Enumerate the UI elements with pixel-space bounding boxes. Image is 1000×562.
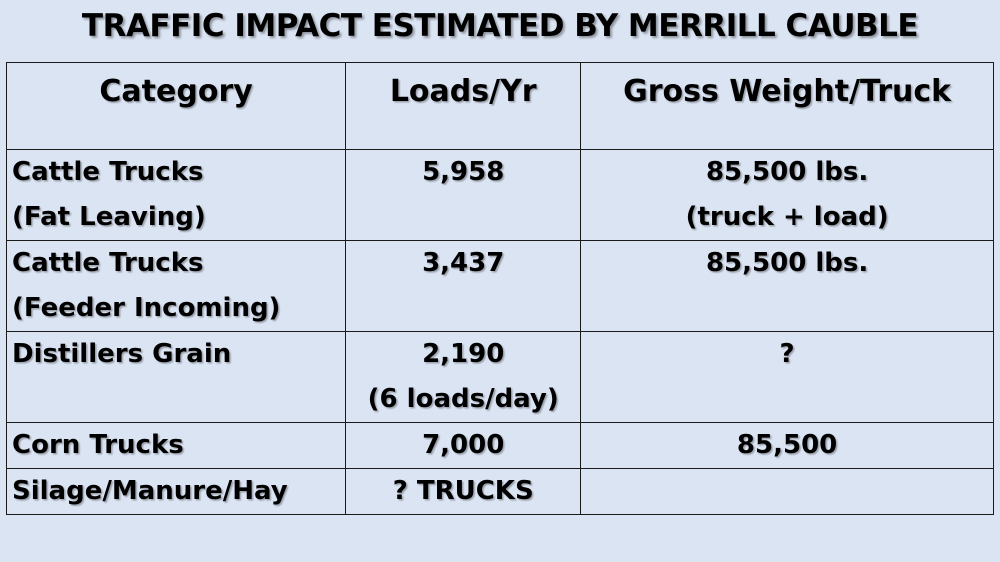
weight-cell [580, 468, 994, 515]
category-cell: Silage/Manure/Hay [5, 468, 347, 515]
category-text: Cattle Trucks [12, 248, 204, 278]
weight-value: 85,500 lbs. [705, 248, 869, 278]
category-cell: Cattle Trucks (Fat Leaving) [5, 149, 347, 241]
weight-value: ? [779, 339, 795, 369]
loads-cell: 5,958 [345, 149, 582, 241]
category-subtext: (Fat Leaving) [12, 202, 206, 232]
weight-note: (truck + load) [685, 202, 889, 232]
loads-value: ? TRUCKS [392, 476, 534, 506]
table-row: Cattle Trucks (Feeder Incoming) 3,437 85… [5, 240, 994, 332]
category-cell: Distillers Grain [5, 331, 347, 423]
table-header-row: Category Loads/Yr Gross Weight/Truck [5, 62, 994, 150]
loads-cell: 2,190 (6 loads/day) [345, 331, 582, 423]
header-category: Category [5, 62, 347, 150]
category-text: Cattle Trucks [12, 157, 204, 187]
loads-cell: ? TRUCKS [345, 468, 582, 515]
weight-cell: ? [580, 331, 994, 423]
weight-value: 85,500 [736, 430, 838, 460]
loads-value: 3,437 [422, 248, 505, 278]
traffic-impact-table: Category Loads/Yr Gross Weight/Truck Cat… [5, 62, 994, 515]
loads-cell: 3,437 [345, 240, 582, 332]
weight-cell: 85,500 [580, 422, 994, 469]
loads-value: 7,000 [422, 430, 505, 460]
category-cell: Cattle Trucks (Feeder Incoming) [5, 240, 347, 332]
category-subtext: (Feeder Incoming) [12, 293, 281, 323]
table-row: Silage/Manure/Hay ? TRUCKS [5, 468, 994, 515]
loads-note: (6 loads/day) [367, 384, 559, 414]
category-cell: Corn Trucks [5, 422, 347, 469]
weight-cell: 85,500 lbs. (truck + load) [580, 149, 994, 241]
loads-value: 2,190 [422, 339, 505, 369]
category-text: Silage/Manure/Hay [12, 476, 288, 506]
weight-value: 85,500 lbs. [705, 157, 869, 187]
table-row: Corn Trucks 7,000 85,500 [5, 422, 994, 469]
table-row: Distillers Grain 2,190 (6 loads/day) ? [5, 331, 994, 423]
header-gross-weight: Gross Weight/Truck [580, 62, 994, 150]
weight-cell: 85,500 lbs. [580, 240, 994, 332]
category-text: Corn Trucks [12, 430, 184, 460]
header-loads-per-year: Loads/Yr [345, 62, 582, 150]
slide-title: TRAFFIC IMPACT ESTIMATED BY MERRILL CAUB… [81, 8, 919, 44]
loads-cell: 7,000 [345, 422, 582, 469]
loads-value: 5,958 [422, 157, 505, 187]
table-row: Cattle Trucks (Fat Leaving) 5,958 85,500… [5, 149, 994, 241]
category-text: Distillers Grain [12, 339, 232, 369]
